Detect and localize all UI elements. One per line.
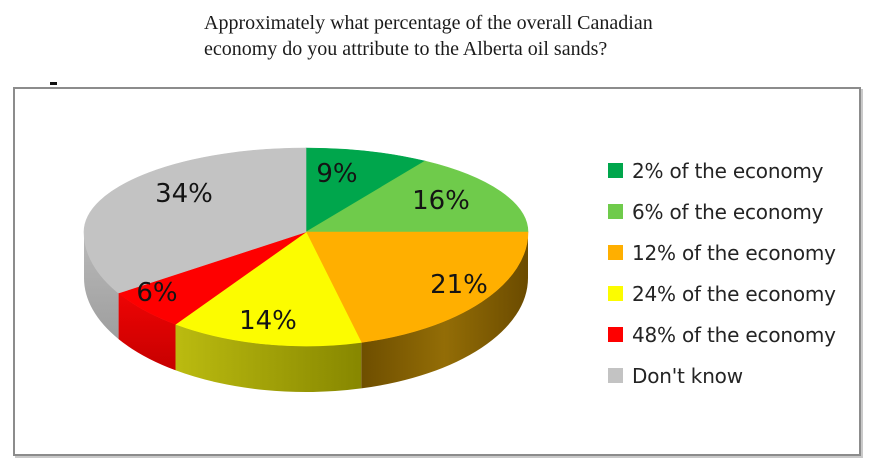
pie-slice-side-21% (361, 232, 528, 389)
pie-slice-34% (83, 147, 307, 294)
pie-slice-side-6% (118, 293, 176, 371)
pie-slice-21% (305, 231, 529, 343)
legend-swatch (608, 204, 623, 219)
legend-item: 12% of the economy (608, 232, 836, 273)
pie-data-label: 16% (412, 186, 470, 216)
pie-slice-side-14% (175, 324, 362, 393)
legend-item: 24% of the economy (608, 273, 836, 314)
pie-data-label: 14% (239, 306, 297, 336)
legend-swatch (608, 327, 623, 342)
legend-label: 48% of the economy (632, 322, 836, 347)
pie-slice-9% (305, 147, 426, 233)
pie-data-label: 21% (430, 270, 488, 300)
pie-data-label: 34% (155, 179, 213, 209)
pie-chart: 9% 16% 21% 14% 6% 34% (83, 147, 529, 393)
legend-label: Don't know (632, 363, 743, 388)
pie-slice-16% (304, 160, 529, 233)
pie-slice-14% (174, 231, 362, 347)
stray-dash-mark (50, 82, 57, 85)
pie-data-label: 6% (136, 278, 177, 308)
legend-item: 6% of the economy (608, 191, 836, 232)
legend-item: 48% of the economy (608, 314, 836, 355)
legend-label: 24% of the economy (632, 281, 836, 306)
legend-label: 2% of the economy (632, 158, 824, 183)
pie-slice-side-34% (84, 232, 119, 340)
chart-frame: 9% 16% 21% 14% 6% 34% 2% of the economy 6% of… (13, 87, 861, 456)
legend-item: 2% of the economy (608, 150, 836, 191)
page-title: Approximately what percentage of the ove… (204, 10, 653, 62)
legend-swatch (608, 245, 623, 260)
legend-label: 12% of the economy (632, 240, 836, 265)
legend-swatch (608, 368, 623, 383)
legend-item: Don't know (608, 355, 836, 396)
legend-swatch (608, 163, 623, 178)
title-line-1: Approximately what percentage of the ove… (204, 12, 653, 34)
pie-data-label: 9% (316, 159, 357, 189)
chart-legend: 2% of the economy 6% of the economy 12% … (608, 150, 836, 396)
legend-swatch (608, 286, 623, 301)
title-line-2: economy do you attribute to the Alberta … (204, 38, 608, 60)
legend-label: 6% of the economy (632, 199, 824, 224)
